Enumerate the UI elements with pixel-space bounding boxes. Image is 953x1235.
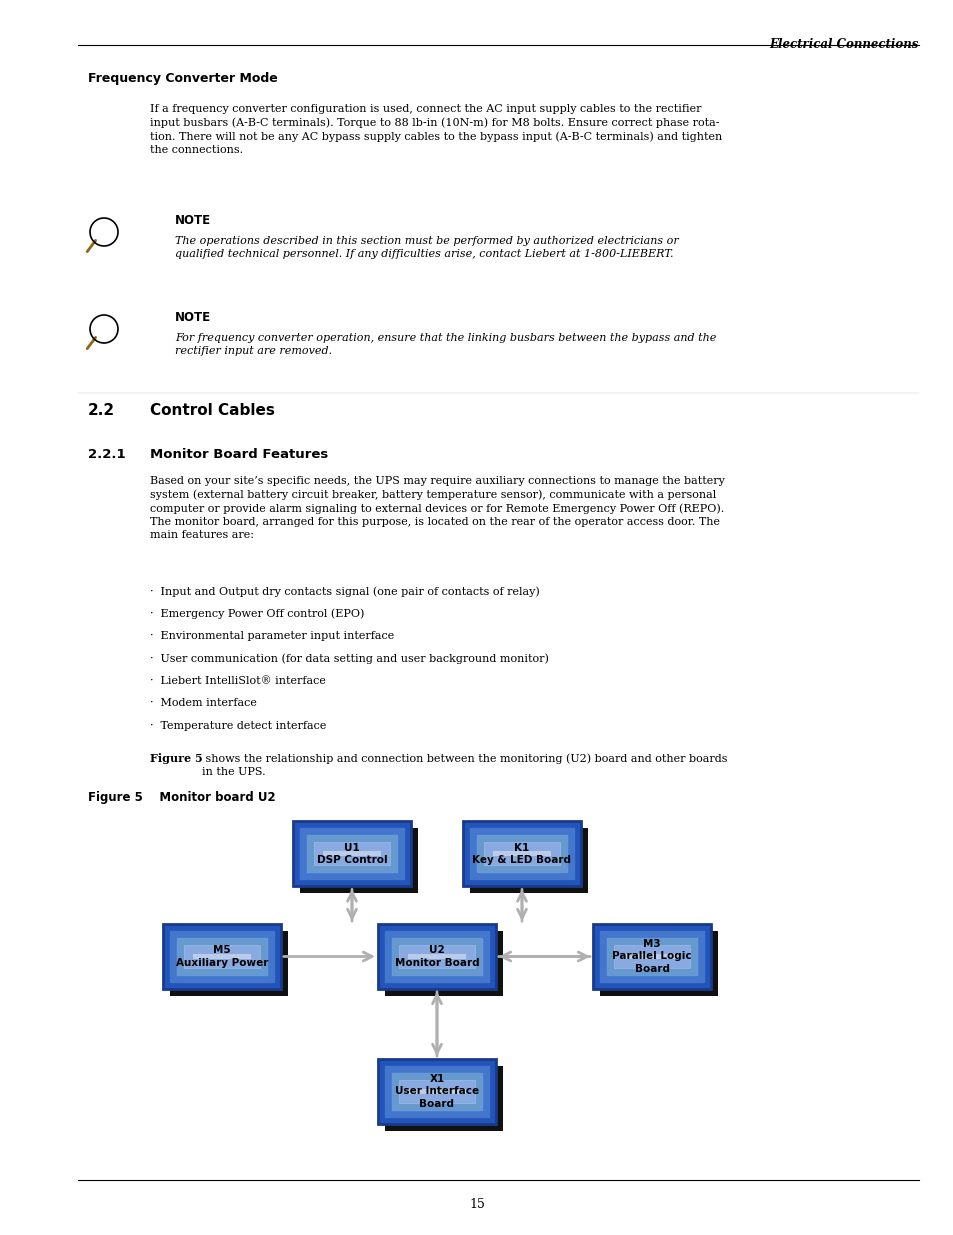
FancyBboxPatch shape xyxy=(170,931,274,982)
Text: The operations described in this section must be performed by authorized electri: The operations described in this section… xyxy=(174,236,678,259)
FancyBboxPatch shape xyxy=(307,836,396,872)
Text: ·  Temperature detect interface: · Temperature detect interface xyxy=(150,721,326,731)
Text: NOTE: NOTE xyxy=(174,311,211,324)
FancyBboxPatch shape xyxy=(398,1079,475,1103)
FancyBboxPatch shape xyxy=(385,1066,502,1131)
FancyBboxPatch shape xyxy=(177,939,267,974)
Text: ·  Input and Output dry contacts signal (one pair of contacts of relay): · Input and Output dry contacts signal (… xyxy=(150,585,539,597)
Text: ·  Liebert IntelliSlot® interface: · Liebert IntelliSlot® interface xyxy=(150,676,326,685)
FancyBboxPatch shape xyxy=(385,931,502,995)
Text: U2
Monitor Board: U2 Monitor Board xyxy=(395,945,478,968)
FancyBboxPatch shape xyxy=(299,829,417,893)
Text: 15: 15 xyxy=(469,1198,484,1212)
FancyBboxPatch shape xyxy=(385,1066,489,1116)
Text: M5
Auxiliary Power: M5 Auxiliary Power xyxy=(175,945,268,968)
FancyBboxPatch shape xyxy=(470,829,574,879)
Text: ·  Emergency Power Off control (EPO): · Emergency Power Off control (EPO) xyxy=(150,609,364,619)
FancyBboxPatch shape xyxy=(163,924,281,989)
FancyBboxPatch shape xyxy=(462,821,580,887)
FancyBboxPatch shape xyxy=(493,851,551,857)
Text: X1
User Interface
Board: X1 User Interface Board xyxy=(395,1074,478,1109)
FancyBboxPatch shape xyxy=(606,939,697,974)
FancyBboxPatch shape xyxy=(385,931,489,982)
FancyBboxPatch shape xyxy=(293,821,411,887)
FancyBboxPatch shape xyxy=(323,851,380,857)
Text: 2.2: 2.2 xyxy=(88,403,115,417)
FancyBboxPatch shape xyxy=(184,945,260,968)
Text: NOTE: NOTE xyxy=(174,214,211,227)
FancyBboxPatch shape xyxy=(314,842,390,866)
FancyBboxPatch shape xyxy=(299,829,403,879)
FancyBboxPatch shape xyxy=(170,931,288,995)
FancyBboxPatch shape xyxy=(622,953,680,960)
Text: shows the relationship and connection between the monitoring (U2) board and othe: shows the relationship and connection be… xyxy=(202,753,727,777)
FancyBboxPatch shape xyxy=(483,842,559,866)
Text: Figure 5    Monitor board U2: Figure 5 Monitor board U2 xyxy=(88,792,275,804)
Text: U1
DSP Control: U1 DSP Control xyxy=(316,842,387,866)
FancyBboxPatch shape xyxy=(476,836,566,872)
Text: M3
Parallel Logic
Board: M3 Parallel Logic Board xyxy=(612,939,691,974)
FancyBboxPatch shape xyxy=(193,953,251,960)
Text: Based on your site’s specific needs, the UPS may require auxiliary connections t: Based on your site’s specific needs, the… xyxy=(150,475,724,541)
Text: 2.2.1: 2.2.1 xyxy=(88,448,126,461)
Text: ·  Modem interface: · Modem interface xyxy=(150,699,256,709)
Text: ·  Environmental parameter input interface: · Environmental parameter input interfac… xyxy=(150,631,394,641)
Text: Control Cables: Control Cables xyxy=(150,403,274,417)
Text: Frequency Converter Mode: Frequency Converter Mode xyxy=(88,72,277,85)
Text: K1
Key & LED Board: K1 Key & LED Board xyxy=(472,842,571,866)
FancyBboxPatch shape xyxy=(470,829,587,893)
FancyBboxPatch shape xyxy=(408,953,465,960)
Text: If a frequency converter configuration is used, connect the AC input supply cabl: If a frequency converter configuration i… xyxy=(150,104,721,156)
Text: Figure 5: Figure 5 xyxy=(150,753,203,764)
FancyBboxPatch shape xyxy=(599,931,718,995)
Text: ·  User communication (for data setting and user background monitor): · User communication (for data setting a… xyxy=(150,653,548,664)
FancyBboxPatch shape xyxy=(377,924,496,989)
Text: For frequency converter operation, ensure that the linking busbars between the b: For frequency converter operation, ensur… xyxy=(174,333,716,356)
Text: Monitor Board Features: Monitor Board Features xyxy=(150,448,328,461)
FancyBboxPatch shape xyxy=(593,924,710,989)
FancyBboxPatch shape xyxy=(392,1073,481,1110)
Text: Electrical Connections: Electrical Connections xyxy=(769,38,918,51)
FancyBboxPatch shape xyxy=(398,945,475,968)
FancyBboxPatch shape xyxy=(599,931,703,982)
FancyBboxPatch shape xyxy=(392,939,481,974)
FancyBboxPatch shape xyxy=(408,1089,465,1094)
FancyBboxPatch shape xyxy=(614,945,689,968)
FancyBboxPatch shape xyxy=(377,1058,496,1124)
